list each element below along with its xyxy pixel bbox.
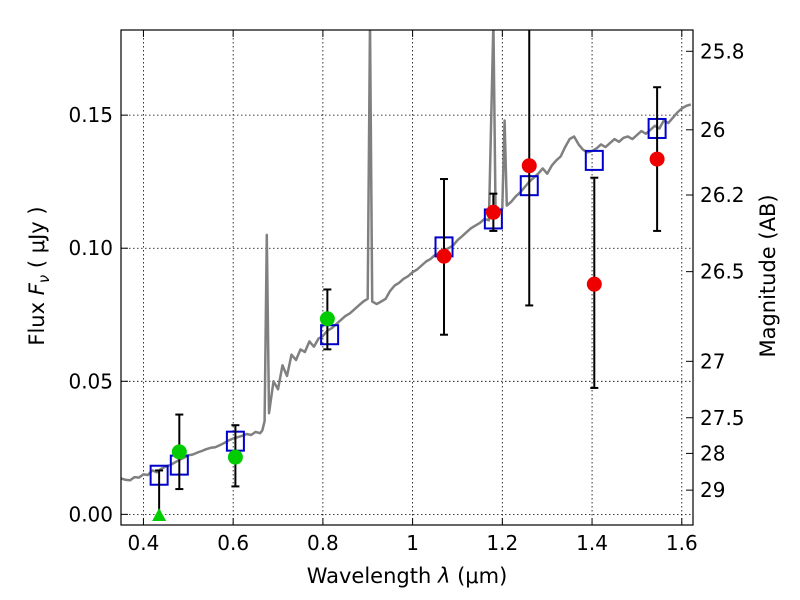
green-data-point-1 — [227, 449, 243, 465]
y-tick-label-3: 0.15 — [68, 103, 113, 127]
upper-limit-triangle-0 — [152, 508, 167, 522]
x-tick-label-4: 1.2 — [486, 531, 518, 555]
y-tick-label-0: 0.00 — [68, 502, 113, 526]
y-axis-label-subscript: ν — [35, 275, 53, 283]
plot-data — [121, 30, 692, 522]
right-tick-label-4: 27 — [700, 349, 725, 373]
y-axis-label-prefix: Flux — [25, 295, 49, 345]
y-tick-label-2: 0.10 — [68, 236, 113, 260]
right-tick-label-3: 26.5 — [700, 260, 745, 284]
model-square-7 — [584, 149, 604, 171]
x-axis-label: Wavelength λ (μm) — [307, 564, 508, 588]
x-tick-label-2: 0.8 — [307, 531, 339, 555]
x-axis-label-symbol: λ — [437, 564, 450, 588]
red-data-point-2 — [521, 158, 537, 174]
red-data-point-4 — [649, 151, 665, 167]
right-tick-label-2: 26.2 — [700, 183, 745, 207]
x-tick-label-5: 1.4 — [576, 531, 608, 555]
right-axis-label: Magnitude (AB) — [756, 194, 780, 357]
x-tick-label-0: 0.4 — [128, 531, 160, 555]
red-data-point-0 — [436, 248, 452, 264]
right-tick-label-7: 29 — [700, 478, 725, 502]
x-axis-label-prefix: Wavelength — [307, 564, 438, 588]
green-data-point-2 — [319, 311, 335, 327]
red-data-point-1 — [485, 204, 501, 220]
right-tick-label-1: 26 — [700, 118, 725, 142]
y-axis-label: Flux Fν ( μJy ) — [25, 206, 53, 345]
y-axis-label-symbol: F — [25, 282, 49, 295]
x-tick-label-3: 1 — [406, 531, 419, 555]
red-data-point-3 — [586, 276, 602, 292]
green-data-point-0 — [171, 444, 187, 460]
grid — [121, 30, 693, 525]
right-tick-label-6: 28 — [700, 441, 725, 465]
right-tick-label-0: 25.8 — [700, 39, 745, 63]
plot-frame — [120, 29, 694, 526]
x-tick-label-6: 1.6 — [666, 531, 698, 555]
y-tick-label-1: 0.05 — [68, 369, 113, 393]
axis-ticks: 0.4 0.6 0.8 1 1.2 1.4 1.6 0.00 0.05 0.10 0.15 25.8 2… — [68, 30, 745, 555]
right-tick-label-5: 27.5 — [700, 406, 745, 430]
y-axis-label-unit: ( μJy ) — [25, 206, 49, 274]
x-tick-label-1: 0.6 — [217, 531, 249, 555]
x-axis-label-unit: (μm) — [450, 564, 507, 588]
